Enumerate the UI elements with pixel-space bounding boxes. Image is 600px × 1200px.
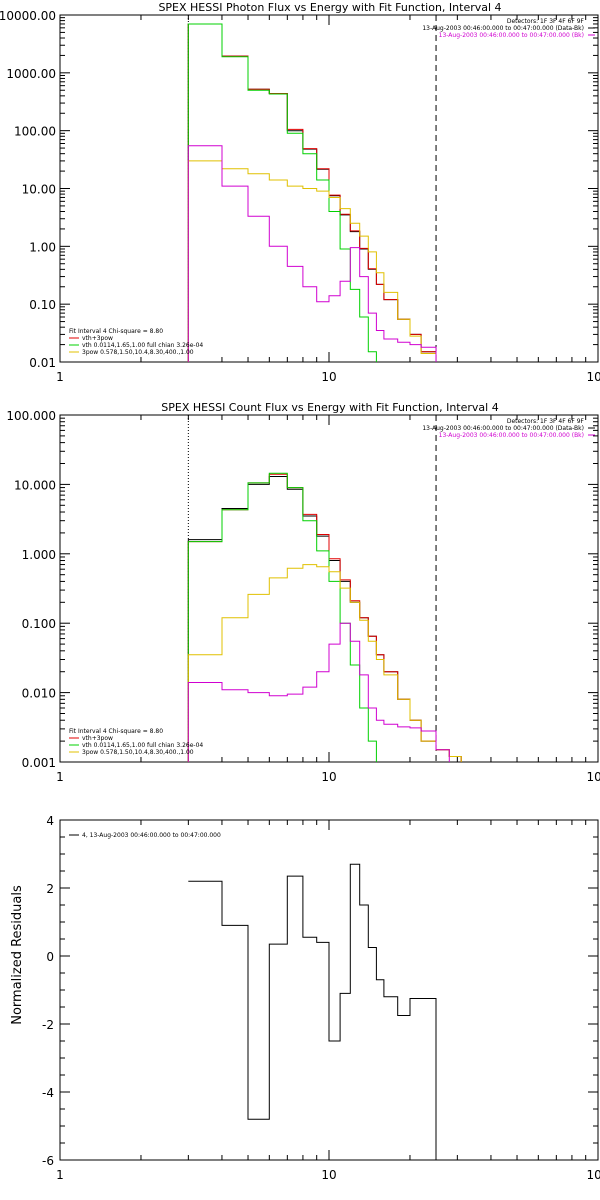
series-step-line bbox=[187, 145, 437, 362]
legend-entry: Fit Interval 4 Chi-square = 8.80 bbox=[69, 328, 163, 335]
header-note: 13-Aug-2003 00:46:00.000 to 00:47:00.000… bbox=[422, 25, 584, 32]
series-step-line bbox=[187, 476, 462, 762]
x-tick-label: 100 bbox=[587, 1168, 600, 1182]
residuals-plot-area: 1 10 100 -6 -4 -2 0 2 4 4, 13-Aug-2003 00:46:00.0… bbox=[42, 814, 600, 1182]
header-note: 13-Aug-2003 00:46:00.000 to 00:47:00.000… bbox=[439, 432, 584, 439]
count-flux-plot-area: 1 10 100 0.001 0.010 0.100 1.000 10.000 100.000 D… bbox=[6, 409, 600, 784]
series-step-line bbox=[187, 23, 437, 362]
count-flux-title: SPEX HESSI Count Flux vs Energy with Fit… bbox=[161, 401, 498, 414]
series-group bbox=[187, 23, 437, 362]
y-tick-label: 0.01 bbox=[29, 356, 56, 370]
count-flux-panel: SPEX HESSI Count Flux vs Energy with Fit… bbox=[6, 401, 600, 784]
y-tick-label: -6 bbox=[42, 1154, 54, 1168]
x-tick-label: 1 bbox=[56, 770, 64, 784]
series-step-line bbox=[187, 23, 377, 362]
y-tick-label: 10.00 bbox=[22, 183, 56, 197]
series-step-line bbox=[187, 622, 450, 762]
y-tick-label: 10.000 bbox=[14, 478, 56, 492]
y-tick-label: 1000.00 bbox=[6, 67, 56, 81]
legend-entry: 4, 13-Aug-2003 00:46:00.000 to 00:47:00.… bbox=[82, 832, 221, 839]
y-tick-label: 1.00 bbox=[29, 240, 56, 254]
y-tick-label: 100.000 bbox=[6, 409, 56, 423]
legend-entry: vth+3pow bbox=[82, 335, 113, 342]
y-tick-label: 0.10 bbox=[29, 298, 56, 312]
y-tick-label: 1.000 bbox=[22, 548, 56, 562]
x-tick-label: 100 bbox=[587, 770, 600, 784]
y-tick-label: 0 bbox=[46, 950, 54, 964]
photon-flux-title: SPEX HESSI Photon Flux vs Energy with Fi… bbox=[158, 1, 501, 14]
legend-entry: 3pow 0.578,1.50,10.4,8.30,400.,1.00 bbox=[82, 349, 194, 356]
y-tick-label: 0.100 bbox=[22, 617, 56, 631]
series-group bbox=[188, 863, 437, 1160]
y-tick-label: 100.00 bbox=[14, 125, 56, 139]
x-tick-label: 10 bbox=[321, 370, 336, 384]
y-tick-label: 10000.00 bbox=[0, 9, 56, 23]
y-tick-label: 0.001 bbox=[22, 756, 56, 770]
series-step-line bbox=[187, 160, 437, 362]
y-tick-label: 0.010 bbox=[22, 687, 56, 701]
residuals-ylabel: Normalized Residuals bbox=[10, 885, 25, 1025]
legend-entry: Fit Interval 4 Chi-square = 8.80 bbox=[69, 728, 163, 735]
residual-step-line bbox=[188, 863, 437, 1160]
header-note: Detectors: 1F 3F 4F 6F 9F bbox=[507, 418, 585, 425]
series-group bbox=[187, 472, 462, 762]
legend-entry: vth 0.0114,1.65,1.00 full chian 3.26e-04 bbox=[82, 742, 203, 749]
legend-entry: 3pow 0.578,1.50,10.4,8.30,400.,1.00 bbox=[82, 749, 194, 756]
y-tick-label: -2 bbox=[42, 1018, 54, 1032]
series-step-line bbox=[187, 564, 462, 762]
header-note: 13-Aug-2003 00:46:00.000 to 00:47:00.000… bbox=[439, 32, 584, 39]
plot-frame bbox=[59, 414, 599, 763]
y-tick-label: 4 bbox=[46, 814, 54, 828]
header-note: 13-Aug-2003 00:46:00.000 to 00:47:00.000… bbox=[422, 425, 584, 432]
series-step-line bbox=[187, 23, 437, 362]
legend-entry: vth 0.0114,1.65,1.00 full chian 3.26e-04 bbox=[82, 342, 203, 349]
legend-entry: vth+3pow bbox=[82, 735, 113, 742]
x-tick-label: 100 bbox=[587, 370, 600, 384]
x-tick-label: 10 bbox=[321, 770, 336, 784]
y-tick-label: 2 bbox=[46, 882, 54, 896]
photon-flux-plot-area: 1 10 100 0.01 0.10 1.00 10.00 100.00 1000.00 1000… bbox=[0, 9, 600, 384]
header-note: Detectors: 1F 3F 4F 6F 9F bbox=[507, 18, 585, 25]
y-tick-label: -4 bbox=[42, 1086, 54, 1100]
x-tick-label: 1 bbox=[56, 1168, 64, 1182]
x-tick-label: 10 bbox=[321, 1168, 336, 1182]
photon-flux-panel: SPEX HESSI Photon Flux vs Energy with Fi… bbox=[0, 1, 600, 384]
residuals-panel: Normalized Residuals 1 10 100 -6 -4 -2 0 2 4 4, 1… bbox=[10, 814, 600, 1182]
x-tick-label: 1 bbox=[56, 370, 64, 384]
